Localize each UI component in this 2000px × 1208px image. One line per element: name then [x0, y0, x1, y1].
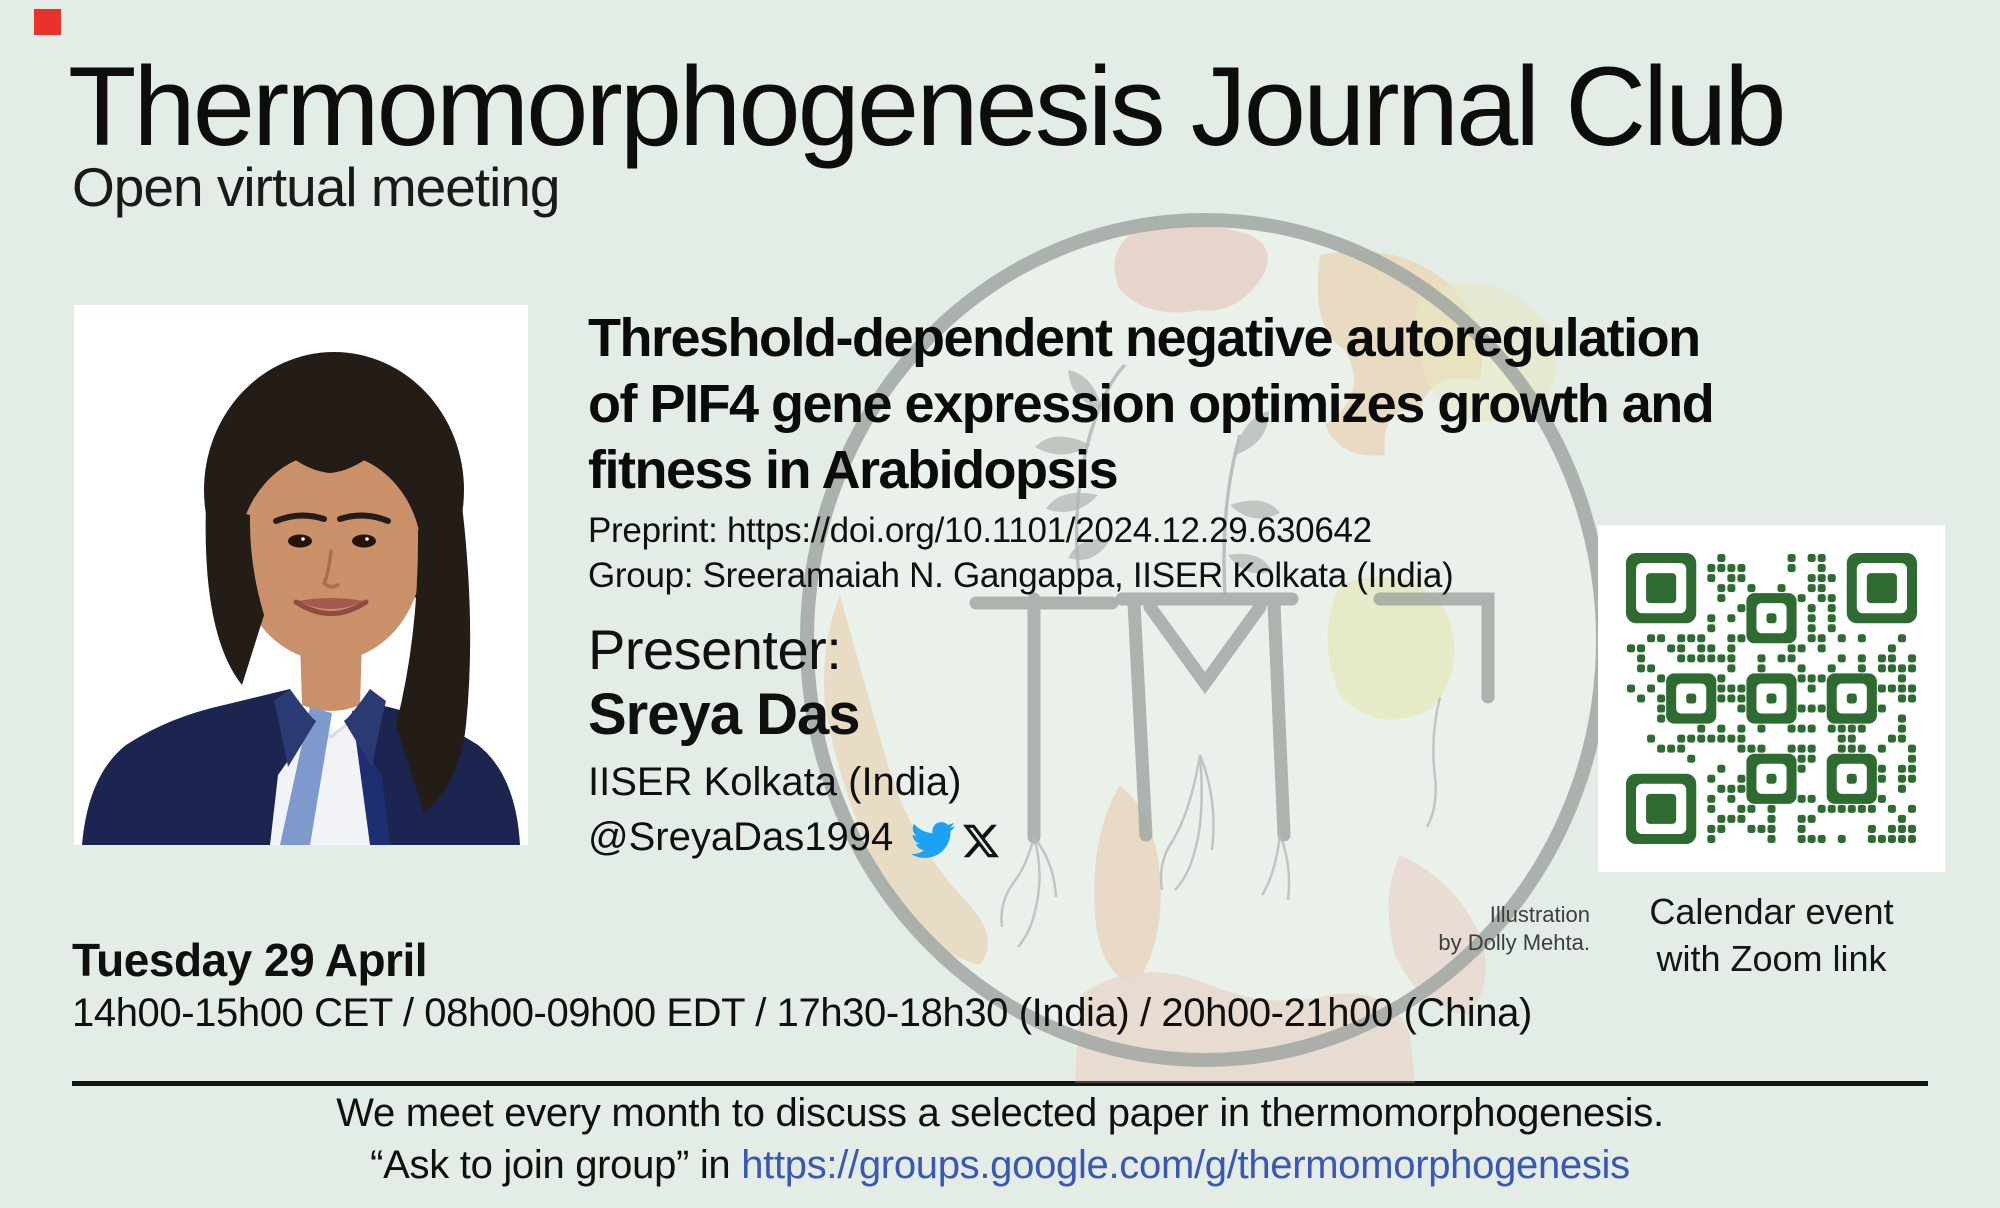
red-marker: [34, 9, 61, 35]
google-groups-link[interactable]: https://groups.google.com/g/thermomorpho…: [741, 1143, 1630, 1187]
qr-caption-line: with Zoom link: [1656, 938, 1887, 979]
divider-rule: [72, 1081, 1928, 1086]
presenter-name: Sreya Das: [588, 682, 861, 747]
twitter-handle[interactable]: @SreyaDas1994: [588, 814, 894, 859]
illustration-credit-line: Illustration: [1489, 902, 1590, 927]
presenter-handle-row: @SreyaDas1994: [588, 812, 1000, 862]
paper-title-line: fitness in Arabidopsis: [588, 440, 1119, 500]
footer-join-prefix: “Ask to join group” in: [370, 1143, 742, 1187]
twitter-bird-icon[interactable]: [907, 818, 959, 862]
paper-preprint-link[interactable]: Preprint: https://doi.org/10.1101/2024.1…: [588, 511, 1372, 550]
qr-caption: Calendar event with Zoom link: [1588, 888, 1955, 982]
presenter-label: Presenter:: [588, 618, 842, 681]
paper-group: Group: Sreeramaiah N. Gangappa, IISER Ko…: [588, 556, 1454, 595]
page-title: Thermomorphogenesis Journal Club: [68, 44, 1787, 169]
page-subtitle: Open virtual meeting: [72, 156, 560, 218]
footer-join-line: “Ask to join group” in https://groups.go…: [0, 1143, 2000, 1188]
paper-title-line: of PIF4 gene expression optimizes growth…: [588, 374, 1715, 434]
paper-title: Threshold-dependent negative autoregulat…: [588, 305, 1715, 503]
event-date: Tuesday 29 April: [72, 934, 428, 986]
illustration-credit-line: by Dolly Mehta.: [1438, 930, 1590, 955]
illustration-credit: Illustration by Dolly Mehta.: [1390, 901, 1590, 957]
presenter-photo: [74, 305, 528, 845]
presenter-affiliation: IISER Kolkata (India): [588, 760, 962, 804]
qr-caption-line: Calendar event: [1649, 891, 1894, 932]
footer-description: We meet every month to discuss a selecte…: [336, 1091, 1664, 1135]
qr-code: [1598, 525, 1945, 872]
paper-title-line: Threshold-dependent negative autoregulat…: [588, 308, 1701, 368]
event-times: 14h00-15h00 CET / 08h00-09h00 EDT / 17h3…: [72, 991, 1532, 1035]
x-logo-icon[interactable]: [963, 823, 1000, 859]
qr-code-pattern: [1626, 553, 1917, 844]
